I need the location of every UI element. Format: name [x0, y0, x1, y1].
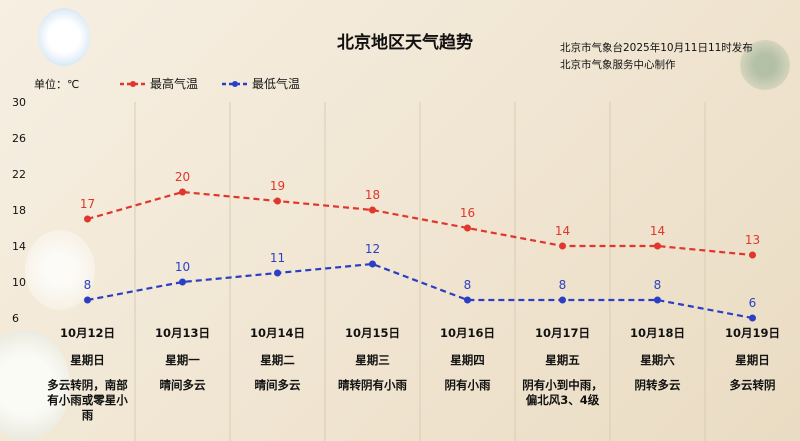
legend-low-marker	[222, 80, 248, 87]
day-column: 10月14日 星期二晴间多云	[230, 325, 325, 393]
day-column: 10月18日 星期六阴转多云	[610, 325, 705, 393]
data-label: 19	[270, 179, 285, 193]
weather-description: 阴有小到中雨，偏北风3、4级	[522, 378, 603, 407]
y-tick-label: 30	[12, 96, 26, 109]
data-label: 8	[559, 278, 567, 292]
logo-emblem	[38, 8, 90, 66]
publisher-line-1: 北京市气象台2025年10月11日11时发布	[560, 42, 753, 54]
data-point	[274, 269, 281, 277]
data-point	[654, 242, 661, 250]
cotton-flower-decoration	[0, 330, 70, 440]
date-label: 10月13日	[154, 326, 210, 340]
unit-label: 单位：℃	[34, 78, 80, 91]
data-label: 11	[270, 251, 285, 265]
weather-description: 阴有小雨	[444, 378, 491, 392]
y-tick-label: 22	[12, 168, 26, 181]
data-point	[464, 224, 471, 232]
data-label: 14	[555, 224, 570, 238]
legend-low-label: 最低气温	[252, 77, 301, 91]
weekday-label: 星期日	[735, 353, 770, 367]
data-label: 18	[365, 188, 380, 202]
legend-high-label: 最高气温	[150, 77, 199, 91]
data-label: 14	[650, 224, 665, 238]
weekday-label: 星期三	[355, 353, 390, 367]
weather-description: 晴间多云	[254, 378, 301, 392]
date-label: 10月16日	[439, 326, 495, 340]
data-point	[559, 296, 566, 304]
date-label: 10月17日	[534, 326, 590, 340]
weather-description: 多云转阴，南部有小雨或零星小雨	[47, 378, 128, 422]
data-label: 8	[464, 278, 472, 292]
data-label: 6	[749, 296, 757, 310]
date-label: 10月12日	[59, 326, 115, 340]
day-column: 10月13日 星期一晴间多云	[135, 325, 230, 393]
data-label: 8	[84, 278, 92, 292]
weekday-label: 星期四	[450, 353, 485, 367]
data-point	[749, 314, 756, 322]
day-column: 10月15日 星期三晴转阴有小雨	[325, 325, 420, 393]
data-label: 16	[460, 206, 475, 220]
weekday-label: 星期二	[260, 353, 295, 367]
data-point	[559, 242, 566, 250]
date-label: 10月19日	[724, 326, 780, 340]
y-tick-label: 6	[12, 312, 19, 325]
day-column: 10月12日 星期日多云转阴，南部有小雨或零星小雨	[40, 325, 135, 423]
data-label: 13	[745, 233, 760, 247]
data-label: 12	[365, 242, 380, 256]
series-line-high	[87, 190, 753, 257]
data-point	[654, 296, 661, 304]
weekday-label: 星期五	[545, 353, 580, 367]
data-point	[749, 251, 756, 259]
weather-description: 阴转多云	[634, 378, 681, 392]
weekday-label: 星期六	[640, 353, 675, 367]
date-label: 10月15日	[344, 326, 400, 340]
data-label: 17	[80, 197, 95, 211]
data-point	[84, 215, 91, 223]
day-column: 10月17日 星期五阴有小到中雨，偏北风3、4级	[515, 325, 610, 408]
weather-description: 多云转阴	[729, 378, 776, 392]
weekday-label: 星期日	[70, 353, 105, 367]
series-line-low	[87, 262, 753, 320]
data-label: 20	[175, 170, 190, 184]
weather-description: 晴转阴有小雨	[338, 378, 407, 392]
y-tick-label: 14	[12, 240, 26, 253]
date-label: 10月14日	[249, 326, 305, 340]
cotton-flower-decoration	[25, 230, 95, 310]
y-tick-label: 18	[12, 204, 26, 217]
chart-title: 北京地区天气趋势	[337, 33, 473, 53]
date-label: 10月18日	[629, 326, 685, 340]
data-point	[84, 296, 91, 304]
day-column: 10月19日 星期日多云转阴	[705, 325, 800, 393]
publisher-line-2: 北京市气象服务中心制作	[560, 59, 676, 71]
publisher-info: 北京市气象台2025年10月11日11时发布 北京市气象服务中心制作	[560, 40, 753, 74]
data-label: 10	[175, 260, 190, 274]
data-point	[464, 296, 471, 304]
legend-high: 最高气温	[120, 75, 198, 92]
y-tick-label: 10	[12, 276, 26, 289]
data-point	[179, 278, 186, 286]
legend-high-marker	[120, 80, 146, 87]
weekday-label: 星期一	[165, 353, 200, 367]
day-column: 10月16日 星期四阴有小雨	[420, 325, 515, 393]
data-point	[274, 197, 281, 205]
weather-description: 晴间多云	[159, 378, 206, 392]
data-label: 8	[654, 278, 662, 292]
data-point	[369, 260, 376, 268]
data-point	[179, 188, 186, 196]
leaf-decoration	[740, 40, 790, 90]
data-point	[369, 206, 376, 214]
legend-low: 最低气温	[222, 75, 300, 92]
y-tick-label: 26	[12, 132, 26, 145]
